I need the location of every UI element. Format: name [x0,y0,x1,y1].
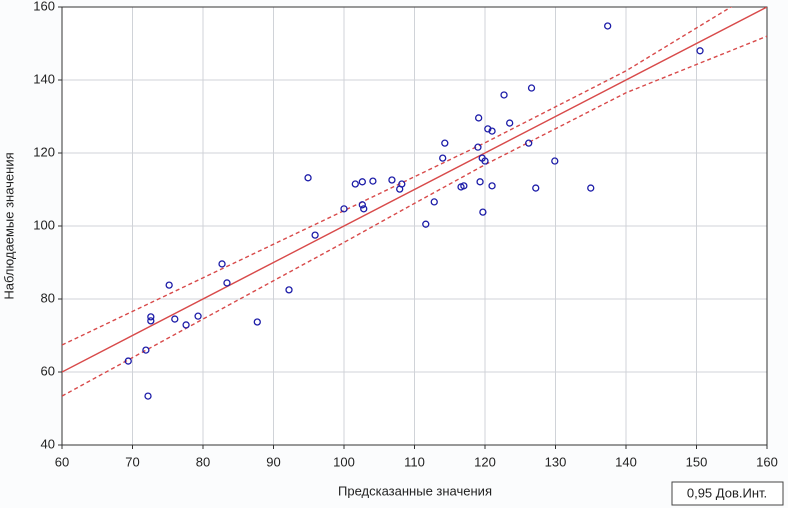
x-tick-label: 60 [55,454,69,469]
y-tick-label: 100 [33,217,55,232]
point [488,127,496,135]
point [474,143,482,151]
point [506,119,514,127]
point [388,176,396,184]
point [441,139,449,147]
y-tick-label: 140 [33,71,55,86]
point [551,157,559,165]
confidence-upper [62,7,733,346]
point [358,178,366,186]
x-tick-label: 80 [196,454,210,469]
point [144,392,152,400]
y-tick-label: 60 [41,363,55,378]
point [479,208,487,216]
point [439,154,447,162]
point [475,114,483,122]
legend-box [671,481,784,506]
confidence-lower [62,35,767,397]
y-axis-label: Наблюдаемые значения [1,152,16,299]
x-tick-label: 130 [545,454,567,469]
point [165,281,173,289]
point [304,174,312,182]
point [218,260,226,268]
y-tick-label: 40 [41,436,55,451]
legend-label: 0,95 Дов.Инт. [687,485,767,500]
point [171,315,179,323]
point [223,279,231,287]
point [460,182,468,190]
point [481,157,489,165]
x-tick-label: 110 [404,454,425,469]
point [527,84,536,92]
point [398,180,406,188]
point [604,22,612,30]
x-tick-label: 150 [686,454,708,469]
point [587,184,595,192]
point [422,220,430,228]
point [369,177,377,185]
x-tick-label: 120 [474,454,496,469]
x-tick-label: 160 [756,454,778,469]
point [147,317,155,325]
point [194,312,202,320]
point [532,184,540,192]
point [340,205,348,213]
point [500,91,508,99]
point [351,180,359,188]
regression-line [62,7,767,373]
point [285,286,293,294]
point [124,357,132,365]
point [142,346,150,354]
point [358,201,366,209]
y-tick-label: 80 [41,290,55,305]
y-tick-label: 120 [33,144,55,159]
plot-frame [61,6,768,446]
point [253,318,261,326]
point [147,313,155,321]
y-tick-label: 160 [33,0,55,13]
point [696,47,704,55]
point [525,139,533,147]
x-tick-label: 90 [266,454,280,469]
plot-layer [62,7,767,400]
point [430,198,438,206]
point [182,321,190,329]
point [476,178,484,186]
point [360,205,368,213]
x-tick-label: 100 [333,454,355,469]
point [488,182,496,190]
x-tick-label: 70 [125,454,139,469]
point [311,231,319,239]
x-tick-label: 140 [615,454,637,469]
x-axis-label: Предсказанные значения [338,483,492,498]
